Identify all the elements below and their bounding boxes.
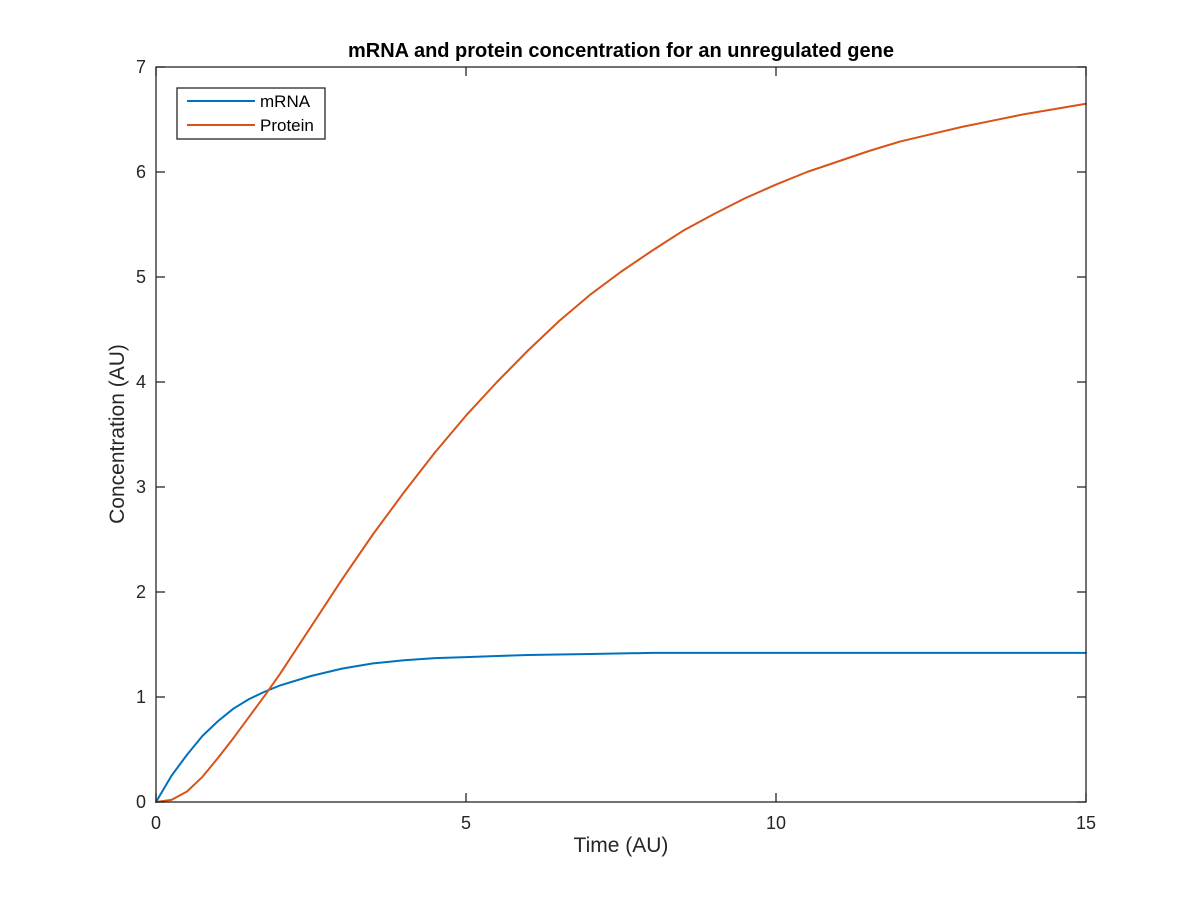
chart-title: mRNA and protein concentration for an un… bbox=[348, 40, 894, 62]
y-tick-label-3: 3 bbox=[136, 477, 146, 497]
x-tick-label-3: 15 bbox=[1076, 813, 1096, 833]
y-tick-label-4: 4 bbox=[136, 372, 146, 392]
y-tick-label-0: 0 bbox=[136, 792, 146, 812]
y-tick-label-2: 2 bbox=[136, 582, 146, 602]
y-tick-label-7: 7 bbox=[136, 57, 146, 77]
x-tick-label-0: 0 bbox=[151, 813, 161, 833]
plot-area bbox=[156, 67, 1086, 802]
x-axis-label: Time (AU) bbox=[574, 834, 669, 857]
legend-label-protein: Protein bbox=[260, 116, 314, 135]
x-tick-label-1: 5 bbox=[461, 813, 471, 833]
legend-label-mrna: mRNA bbox=[260, 92, 311, 111]
y-tick-label-5: 5 bbox=[136, 267, 146, 287]
y-axis-label: Concentration (AU) bbox=[106, 344, 129, 524]
y-tick-label-6: 6 bbox=[136, 162, 146, 182]
x-tick-label-2: 10 bbox=[766, 813, 786, 833]
legend: mRNA Protein bbox=[177, 88, 325, 139]
y-tick-label-1: 1 bbox=[136, 687, 146, 707]
